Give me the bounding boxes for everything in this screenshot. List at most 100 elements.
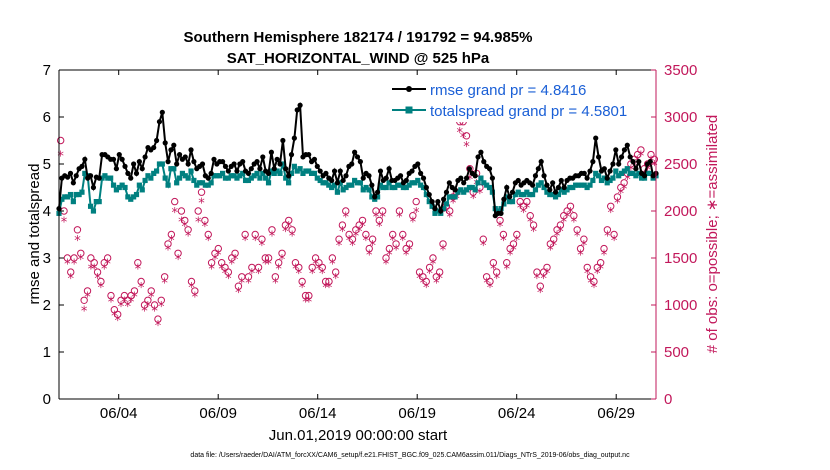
totalspread-point — [598, 177, 605, 184]
totalspread-point — [171, 166, 177, 172]
totalspread-point — [185, 175, 191, 181]
totalspread-point — [452, 194, 458, 200]
totalspread-point — [194, 182, 200, 188]
obs-possible-point — [258, 235, 266, 243]
rmse-point — [280, 137, 286, 144]
rmse-point — [271, 166, 277, 172]
totalspread-point — [225, 175, 231, 181]
obs-assimilated-point: * — [78, 253, 85, 268]
rmse-point — [70, 180, 76, 186]
rmse-point — [119, 156, 125, 162]
totalspread-point — [105, 175, 111, 181]
obs-possible-point — [486, 277, 494, 286]
totalspread-point — [484, 182, 490, 188]
totalspread-point — [90, 208, 97, 214]
obs-possible-point — [274, 259, 283, 267]
obs-possible-point — [395, 207, 404, 215]
obs-possible-point — [231, 249, 239, 258]
obs-assimilated-point: * — [557, 225, 564, 240]
totalspread-point — [59, 196, 65, 202]
obs-possible-point — [536, 282, 544, 290]
obs-assimilated-point: * — [517, 201, 524, 216]
totalspread-point — [613, 168, 619, 174]
totalspread-point — [555, 191, 562, 198]
totalspread-point — [518, 191, 524, 198]
totalspread-point — [441, 206, 447, 212]
totalspread-point — [148, 175, 154, 181]
obs-possible-point — [513, 230, 521, 239]
obs-assimilated-point: * — [208, 262, 215, 277]
totalspread-point — [595, 173, 602, 179]
obs-possible-point — [154, 315, 162, 323]
obs-assimilated-point: * — [500, 234, 507, 249]
totalspread-point — [93, 199, 99, 205]
obs-assimilated-point: * — [346, 234, 353, 249]
y-tick-left-label: 2 — [43, 297, 51, 314]
obs-assimilated-point: * — [507, 248, 514, 263]
totalspread-point — [257, 175, 263, 181]
obs-assimilated-point: * — [614, 197, 621, 212]
obs-possible-point — [103, 254, 112, 262]
obs-possible-point — [328, 254, 337, 262]
obs-assimilated-point: * — [148, 291, 155, 306]
obs-assimilated-point: * — [101, 262, 108, 277]
totalspread-point — [168, 166, 174, 172]
totalspread-point — [337, 180, 343, 186]
obs-possible-point — [288, 226, 296, 234]
obs-possible-point — [529, 221, 538, 229]
totalspread-point — [131, 194, 137, 200]
obs-possible-point — [368, 235, 377, 243]
rmse-point — [139, 166, 145, 172]
rmse-point — [331, 168, 338, 174]
totalspread-point — [228, 173, 234, 179]
totalspread-point — [314, 175, 320, 181]
obs-possible-point — [77, 249, 85, 258]
y-tick-left-label: 5 — [43, 156, 51, 173]
totalspread-point — [621, 168, 628, 174]
totalspread-point — [320, 180, 326, 186]
obs-assimilated-point: * — [406, 244, 413, 259]
totalspread-point — [570, 184, 576, 191]
obs-assimilated-point: * — [373, 211, 380, 226]
rmse-point — [452, 187, 458, 193]
obs-possible-point — [439, 240, 447, 248]
obs-possible-point — [637, 146, 645, 154]
obs-possible-point — [167, 230, 176, 239]
totalspread-point — [524, 189, 530, 195]
obs-assimilated-point: * — [225, 272, 232, 287]
totalspread-point — [274, 168, 280, 174]
rmse-point — [633, 166, 639, 172]
rmse-point — [165, 159, 171, 165]
obs-possible-point — [70, 254, 78, 262]
chart-subtitle: SAT_HORIZONTAL_WIND @ 525 hPa — [227, 50, 490, 67]
totalspread-point — [400, 184, 407, 191]
totalspread-point — [472, 187, 478, 193]
obs-possible-point — [496, 216, 504, 225]
totalspread-point — [329, 184, 335, 191]
rmse-point — [208, 170, 214, 176]
obs-possible-point — [479, 235, 487, 243]
rmse-point — [116, 152, 122, 158]
obs-possible-point — [295, 263, 303, 272]
obs-assimilated-point: * — [182, 220, 189, 235]
totalspread-point — [607, 177, 613, 184]
rmse-point — [509, 189, 516, 195]
totalspread-point — [616, 173, 622, 179]
rmse-point — [374, 189, 381, 195]
obs-assimilated-point: * — [272, 277, 279, 292]
totalspread-point — [188, 168, 194, 174]
rmse-point — [306, 152, 312, 158]
y-ticks-right: 0 500 1000 1500 2000 2500 3000 3500 — [651, 62, 697, 408]
y-tick-left-label: 0 — [43, 391, 51, 408]
obs-assimilated-point: * — [158, 300, 165, 315]
obs-assimilated-point: * — [269, 230, 276, 245]
rmse-point — [274, 156, 280, 162]
obs-possible-point — [338, 221, 347, 229]
totalspread-point — [280, 161, 286, 167]
rmse-point — [191, 159, 197, 165]
obs-possible-point — [556, 221, 565, 229]
totalspread-point — [630, 170, 636, 176]
x-axis-label: Jun.01,2019 00:00:00 start — [269, 427, 448, 444]
totalspread-point — [343, 184, 349, 191]
rmse-point — [87, 173, 94, 179]
